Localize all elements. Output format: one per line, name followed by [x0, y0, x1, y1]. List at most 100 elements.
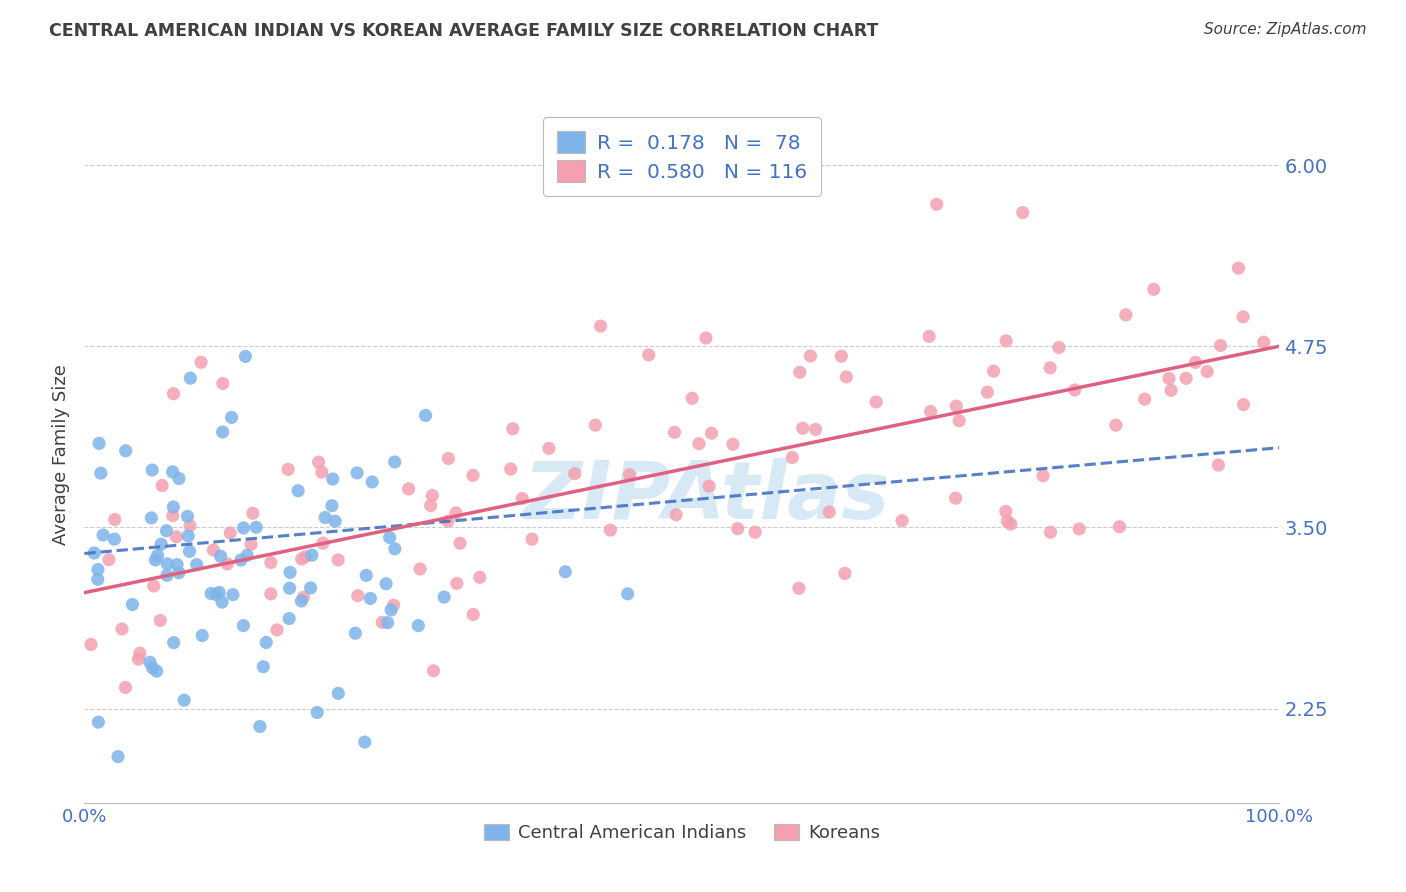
Point	[80, 638, 103, 652]
Point	[291, 552, 314, 566]
Point	[415, 409, 437, 423]
Point	[103, 532, 125, 546]
Point	[254, 635, 277, 649]
Point	[346, 466, 368, 480]
Point	[406, 618, 429, 632]
Point	[1069, 522, 1091, 536]
Point	[616, 587, 638, 601]
Point	[232, 618, 254, 632]
Point	[461, 468, 484, 483]
Point	[87, 436, 110, 450]
Point	[177, 529, 200, 543]
Point	[278, 611, 301, 625]
Point	[502, 422, 524, 436]
Point	[249, 719, 271, 733]
Point	[804, 422, 827, 436]
Point	[252, 659, 274, 673]
Point	[211, 376, 233, 391]
Point	[311, 465, 333, 479]
Point	[211, 425, 233, 439]
Point	[422, 664, 444, 678]
Point	[179, 544, 201, 558]
Point	[128, 646, 150, 660]
Point	[260, 556, 283, 570]
Point	[107, 749, 129, 764]
Point	[322, 472, 344, 486]
Point	[948, 414, 970, 428]
Point	[510, 491, 533, 506]
Point	[179, 518, 201, 533]
Point	[1063, 383, 1085, 397]
Point	[287, 483, 309, 498]
Point	[446, 576, 468, 591]
Point	[983, 364, 1005, 378]
Point	[308, 455, 330, 469]
Y-axis label: Average Family Size: Average Family Size	[52, 365, 70, 545]
Point	[782, 450, 804, 465]
Point	[834, 566, 856, 581]
Point	[191, 628, 214, 642]
Point	[925, 197, 948, 211]
Point	[87, 715, 110, 730]
Text: ZIPAtlas: ZIPAtlas	[523, 458, 889, 536]
Point	[1197, 364, 1219, 378]
Point	[87, 563, 110, 577]
Point	[166, 558, 188, 572]
Point	[554, 565, 576, 579]
Point	[242, 506, 264, 520]
Point	[1232, 310, 1254, 324]
Point	[186, 558, 208, 572]
Point	[141, 463, 163, 477]
Point	[695, 331, 717, 345]
Point	[564, 467, 586, 481]
Point	[277, 462, 299, 476]
Point	[1232, 398, 1254, 412]
Point	[240, 537, 263, 551]
Point	[380, 603, 402, 617]
Point	[1011, 205, 1033, 219]
Point	[142, 579, 165, 593]
Point	[688, 436, 710, 450]
Point	[409, 562, 432, 576]
Point	[1227, 261, 1250, 276]
Point	[1047, 341, 1070, 355]
Point	[637, 348, 659, 362]
Point	[236, 549, 259, 563]
Point	[789, 365, 811, 379]
Point	[468, 570, 491, 584]
Point	[865, 395, 887, 409]
Point	[1143, 282, 1166, 296]
Point	[792, 421, 814, 435]
Point	[91, 528, 114, 542]
Point	[97, 552, 120, 566]
Point	[162, 465, 184, 479]
Point	[681, 391, 703, 405]
Point	[799, 349, 821, 363]
Point	[156, 568, 179, 582]
Point	[727, 522, 749, 536]
Legend: Central American Indians, Koreans: Central American Indians, Koreans	[477, 817, 887, 849]
Point	[344, 626, 367, 640]
Point	[162, 500, 184, 514]
Point	[232, 521, 254, 535]
Point	[1032, 468, 1054, 483]
Point	[149, 614, 172, 628]
Point	[190, 355, 212, 369]
Point	[1175, 371, 1198, 385]
Point	[599, 523, 621, 537]
Point	[150, 478, 173, 492]
Point	[200, 586, 222, 600]
Point	[918, 329, 941, 343]
Point	[235, 350, 257, 364]
Point	[398, 482, 420, 496]
Point	[121, 598, 143, 612]
Point	[1105, 418, 1128, 433]
Point	[537, 442, 560, 456]
Point	[1209, 338, 1232, 352]
Point	[346, 589, 368, 603]
Point	[375, 576, 398, 591]
Point	[433, 590, 456, 604]
Point	[359, 591, 381, 606]
Point	[384, 455, 406, 469]
Point	[371, 615, 394, 630]
